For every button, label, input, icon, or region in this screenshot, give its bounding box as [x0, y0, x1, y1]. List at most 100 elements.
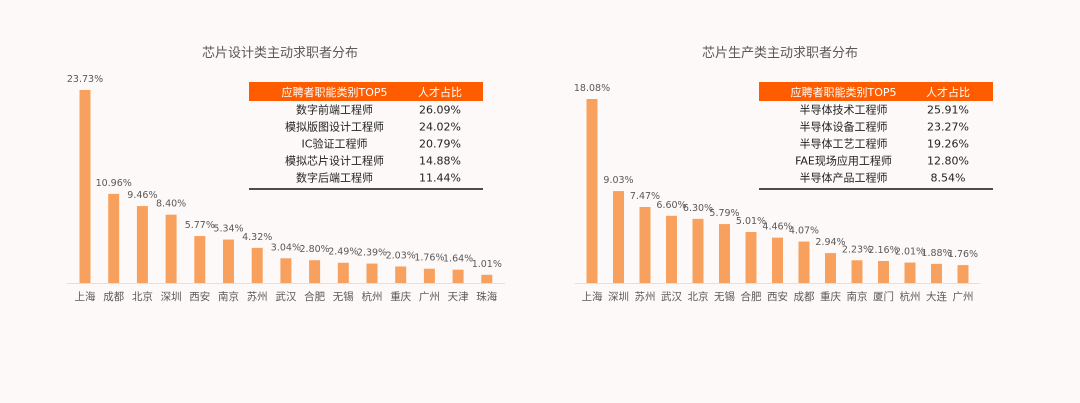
chart1-bar — [194, 236, 206, 283]
chart2-bar — [586, 99, 598, 283]
chart1-value-label: 10.96% — [96, 178, 132, 189]
chart1-bar — [280, 258, 292, 283]
chart1-bar — [366, 263, 378, 283]
chart1-bar — [79, 90, 91, 283]
chart1-value-label: 2.39% — [357, 248, 387, 259]
chart1-table-row-category: 模拟版图设计工程师 — [285, 120, 384, 134]
chart2-table-row-share: 8.54% — [931, 172, 966, 185]
chart2-category-label: 深圳 — [608, 291, 629, 303]
chart2-value-label: 7.47% — [630, 191, 660, 202]
chart1-category-label: 深圳 — [161, 291, 182, 303]
chart2-bar — [745, 232, 757, 283]
chart2-bar — [639, 206, 651, 283]
chart1-bar — [136, 206, 148, 283]
chart1-value-label: 1.64% — [443, 254, 473, 265]
chart2-title: 芯片生产类主动求职者分布 — [702, 46, 858, 61]
chart2-value-label: 1.88% — [921, 248, 951, 259]
chart2-bar — [692, 218, 704, 283]
chart1-value-label: 3.04% — [271, 242, 301, 253]
chart2-value-label: 2.01% — [895, 247, 925, 258]
chart2-table-row-category: 半导体产品工程师 — [800, 171, 888, 185]
chart2-category-label: 成都 — [794, 291, 815, 303]
chart1-category-label: 西安 — [189, 290, 210, 303]
chart2-category-label: 厦门 — [873, 290, 894, 303]
chart2-bar — [957, 265, 969, 283]
chart1-category-label: 杭州 — [362, 290, 383, 303]
chart1-table-row-share: 14.88% — [419, 155, 461, 168]
chart1-table-row-category: 数字后端工程师 — [296, 171, 373, 185]
chart2-category-label: 北京 — [688, 290, 709, 303]
chart1-table-row-category: IC验证工程师 — [302, 137, 368, 151]
chart2-value-label: 18.08% — [574, 83, 610, 94]
chart2-bar — [825, 253, 836, 283]
chart1-category-label: 苏州 — [247, 290, 268, 303]
chart2-value-label: 9.03% — [603, 175, 633, 186]
chart2-value-label: 2.16% — [868, 245, 898, 256]
chart1-category-label: 武汉 — [275, 290, 296, 303]
chart1-table-row-share: 11.44% — [419, 172, 461, 185]
chart1-bar — [108, 193, 120, 283]
chart2-bar — [772, 237, 783, 283]
chart2-category-label: 广州 — [953, 291, 974, 303]
chart1-bar — [423, 268, 435, 283]
chart2-category-label: 武汉 — [661, 290, 682, 303]
chart2-bar — [666, 215, 677, 283]
chart2-bar — [719, 224, 730, 283]
chart1-bar — [251, 247, 263, 283]
chart2-value-label: 4.46% — [762, 222, 792, 233]
chart2-bar — [798, 241, 810, 283]
chart1-bar — [223, 239, 234, 283]
chart2-bar — [851, 260, 863, 283]
chart1-table-header — [249, 82, 483, 101]
chart1-value-label: 2.80% — [300, 244, 330, 255]
chart2-category-label: 杭州 — [900, 290, 921, 303]
chart2-table-header — [759, 82, 993, 101]
chart1-value-label: 5.77% — [185, 220, 215, 231]
chart1-bar — [395, 266, 407, 283]
chart1-value-label: 4.32% — [242, 232, 272, 243]
chart2-bar — [904, 262, 916, 283]
chart1-title: 芯片设计类主动求职者分布 — [202, 46, 358, 61]
chart1-bar — [165, 214, 177, 283]
chart2-table-row-category: 半导体工艺工程师 — [800, 137, 888, 151]
chart2-value-label: 6.60% — [656, 200, 686, 211]
chart1-category-label: 北京 — [132, 290, 153, 303]
chart2-value-label: 6.30% — [683, 203, 713, 214]
chart1-bar — [309, 260, 321, 283]
chart1-category-label: 成都 — [103, 291, 124, 303]
chart2-category-label: 苏州 — [635, 290, 656, 303]
chart2-value-label: 4.07% — [789, 226, 819, 237]
chart2-value-label: 1.76% — [948, 249, 978, 260]
chart2-value-label: 2.23% — [842, 244, 872, 255]
chart2-category-label: 重庆 — [820, 290, 841, 303]
chart2-table-row-category: FAE现场应用工程师 — [795, 154, 892, 168]
chart1-value-label: 23.73% — [67, 74, 103, 85]
chart2-table-row-category: 半导体技术工程师 — [800, 103, 888, 117]
chart2-table-row-share: 25.91% — [927, 104, 969, 117]
chart1-bar — [452, 269, 464, 283]
chart1-category-label: 广州 — [419, 291, 440, 303]
chart1-bar — [481, 274, 493, 283]
chart1-value-label: 5.34% — [213, 224, 243, 235]
chart1-table-row-share: 26.09% — [419, 104, 461, 117]
chart1-value-label: 2.03% — [386, 250, 416, 261]
chart1-category-label: 合肥 — [304, 290, 325, 303]
chart1-category-label: 珠海 — [476, 290, 497, 303]
chart2-value-label: 2.94% — [815, 237, 845, 248]
chart1-category-label: 天津 — [448, 291, 469, 303]
chart2-table-row-share: 12.80% — [927, 155, 969, 168]
chart2-table-row-share: 19.26% — [927, 138, 969, 151]
chart1-table-row-share: 24.02% — [419, 121, 461, 134]
chart2-value-label: 5.01% — [736, 216, 766, 227]
chart1-value-label: 1.76% — [414, 253, 444, 264]
chart1-category-label: 重庆 — [390, 290, 411, 303]
chart1-category-label: 上海 — [75, 290, 96, 303]
chart2-table-row-share: 23.27% — [927, 121, 969, 134]
chart2-category-label: 合肥 — [741, 290, 762, 303]
chart1-table-row-share: 20.79% — [419, 138, 461, 151]
chart2-table-header-category: 应聘者职能类别TOP5 — [790, 85, 896, 99]
chart2-table-row-category: 半导体设备工程师 — [800, 120, 888, 134]
chart1-category-label: 无锡 — [333, 290, 354, 303]
chart2-category-label: 大连 — [926, 290, 947, 303]
